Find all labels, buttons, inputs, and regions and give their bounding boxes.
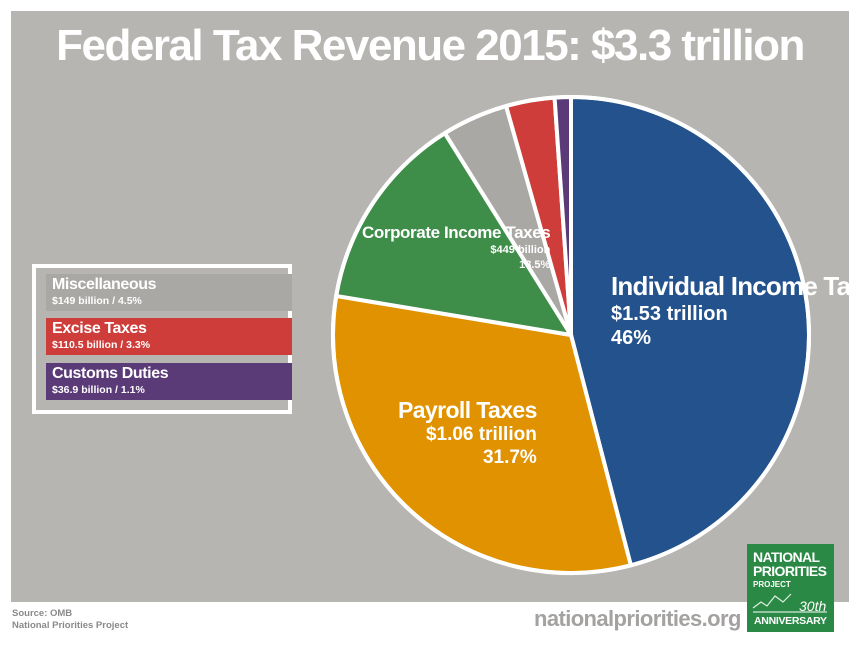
npp-logo: NATIONAL PRIORITIES PROJECT 30th ANNIVER…	[747, 544, 834, 632]
logo-text-project: PROJECT	[753, 580, 791, 589]
legend-item-customs-duties: Customs Duties $36.9 billion / 1.1%	[46, 363, 292, 400]
legend-name: Customs Duties	[52, 365, 169, 382]
legend-detail: $149 billion / 4.5%	[52, 295, 142, 307]
legend-item-excise-taxes: Excise Taxes $110.5 billion / 3.3%	[46, 318, 292, 355]
legend-item-miscellaneous: Miscellaneous $149 billion / 4.5%	[46, 274, 292, 311]
slice-value: $1.53 trillion	[611, 302, 728, 325]
pie-outline	[331, 95, 811, 575]
slice-name: Payroll Taxes	[398, 397, 537, 423]
source-line: National Priorities Project	[12, 620, 129, 631]
logo-text-national: NATIONAL	[753, 549, 820, 565]
slice-value: $449 billion	[490, 244, 551, 256]
logo-text-priorities: PRIORITIES	[753, 563, 827, 579]
slice-percent: 46%	[611, 326, 652, 349]
legend-name: Miscellaneous	[52, 276, 157, 293]
slice-name: Corporate Income Taxes	[362, 223, 551, 242]
slice-label-payroll-taxes: Payroll Taxes $1.06 trillion 31.7%	[398, 397, 537, 469]
source-note: Source: OMB National Priorities Project	[12, 608, 128, 632]
legend-detail: $110.5 billion / 3.3%	[52, 339, 151, 351]
slice-label-individual-income-taxes: Individual Income Taxes $1.53 trillion 4…	[611, 272, 860, 349]
logo-graphic	[752, 593, 827, 613]
logo-text-anniversary: ANNIVERSARY	[754, 615, 827, 627]
chart-title: Federal Tax Revenue 2015: $3.3 trillion	[56, 21, 805, 70]
slice-value: $1.06 trillion	[425, 424, 537, 446]
legend: Miscellaneous $149 billion / 4.5% Excise…	[32, 264, 292, 414]
legend-name: Excise Taxes	[52, 320, 147, 337]
slice-name: Individual Income Taxes	[611, 271, 860, 301]
slice-percent: 31.7%	[482, 447, 537, 469]
slice-label-corporate-income-taxes: Corporate Income Taxes $449 billion 13.5…	[362, 222, 551, 273]
logo-text-30th: 30th	[799, 598, 827, 614]
slice-percent: 13.5%	[519, 259, 551, 271]
source-line: Source: OMB	[12, 608, 73, 619]
website-link[interactable]: nationalpriorities.org	[534, 606, 741, 631]
legend-detail: $36.9 billion / 1.1%	[52, 384, 145, 396]
